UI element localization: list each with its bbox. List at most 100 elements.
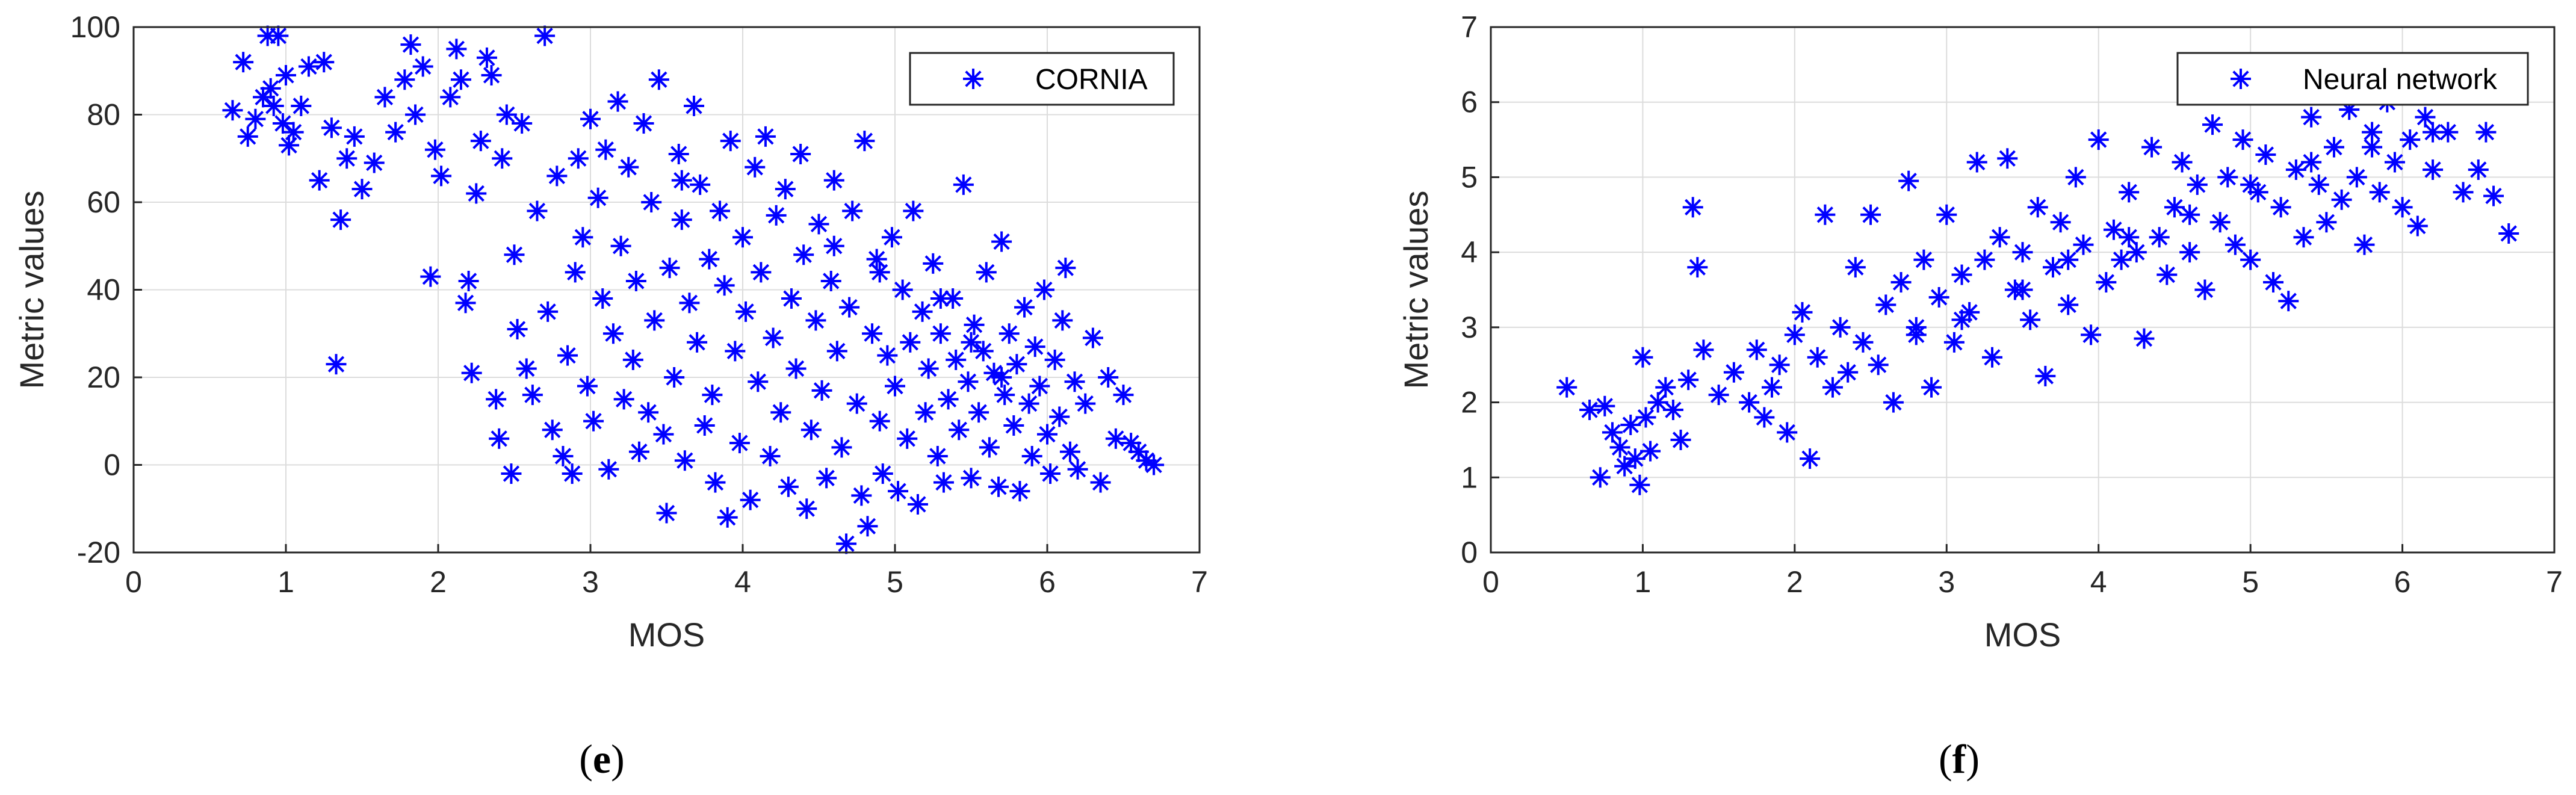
- data-point: [991, 231, 1012, 252]
- data-point: [351, 179, 373, 200]
- data-point: [991, 367, 1012, 388]
- data-point: [1647, 392, 1668, 413]
- data-point: [1875, 294, 1896, 315]
- data-point: [2392, 197, 2413, 218]
- data-point: [641, 192, 662, 212]
- data-point: [2263, 272, 2284, 293]
- data-point: [2308, 174, 2329, 195]
- data-point: [751, 262, 772, 283]
- data-point: [486, 389, 507, 410]
- data-point: [823, 235, 844, 256]
- data-point: [2172, 152, 2193, 173]
- data-point: [2301, 152, 2322, 173]
- legend: Neural network: [2176, 52, 2529, 106]
- data-point: [2103, 219, 2124, 240]
- y-axis-label: Metric values: [13, 191, 51, 389]
- data-point: [309, 170, 330, 191]
- data-point: [1024, 336, 1045, 357]
- data-point: [1602, 422, 1623, 443]
- data-point: [522, 385, 543, 406]
- data-point: [1556, 377, 1577, 398]
- data-point: [1040, 463, 1061, 484]
- data-point: [790, 143, 811, 164]
- data-point: [1594, 395, 1615, 416]
- data-point: [1739, 392, 1760, 413]
- data-point: [400, 34, 421, 55]
- data-point: [638, 402, 659, 423]
- data-point: [684, 95, 705, 116]
- data-point: [892, 279, 913, 300]
- data-point: [2346, 167, 2367, 188]
- data-point: [725, 341, 746, 362]
- y-tick-label: 0: [104, 448, 120, 482]
- data-point: [268, 25, 289, 46]
- data-point: [458, 270, 479, 291]
- x-tick-label: 3: [582, 565, 599, 599]
- data-point: [233, 52, 254, 73]
- data-point: [907, 493, 928, 515]
- data-point: [476, 47, 497, 68]
- y-tick-label: 7: [1461, 10, 1478, 44]
- data-point: [1845, 257, 1866, 278]
- data-point: [1982, 347, 2003, 368]
- data-point: [2278, 291, 2299, 312]
- data-point: [1670, 429, 1691, 450]
- data-point: [2255, 144, 2276, 165]
- data-point: [330, 209, 351, 230]
- y-tick-label: 3: [1461, 311, 1478, 344]
- data-point: [1003, 415, 1024, 436]
- data-point: [2331, 189, 2352, 210]
- data-point: [2483, 185, 2504, 206]
- data-point: [1754, 407, 1775, 428]
- data-point: [2301, 107, 2322, 128]
- data-point: [973, 341, 994, 362]
- data-point: [968, 402, 989, 423]
- data-point: [440, 87, 461, 108]
- data-point: [1609, 437, 1630, 458]
- data-point: [820, 270, 841, 291]
- data-point: [298, 56, 319, 77]
- data-point: [755, 126, 776, 147]
- data-point: [283, 122, 304, 143]
- x-tick-label: 7: [2546, 565, 2563, 599]
- data-point: [671, 170, 692, 191]
- data-point: [836, 533, 857, 554]
- data-point: [1090, 472, 1111, 493]
- data-point: [869, 410, 890, 432]
- data-point: [2141, 137, 2163, 158]
- data-point: [796, 498, 817, 519]
- data-point: [1822, 377, 1843, 398]
- data-point: [1974, 249, 1995, 270]
- y-axis-label: Metric values: [1397, 191, 1435, 389]
- data-point: [276, 65, 296, 86]
- data-point: [897, 428, 918, 449]
- legend-box: [909, 52, 1175, 106]
- data-point: [610, 235, 631, 256]
- data-point: [592, 288, 613, 309]
- data-point: [1761, 377, 1782, 398]
- data-point: [888, 481, 909, 502]
- data-point: [420, 266, 441, 287]
- data-point: [930, 288, 951, 309]
- data-point: [537, 301, 559, 322]
- data-point: [800, 419, 822, 441]
- data-point: [912, 301, 933, 322]
- data-point: [2423, 122, 2444, 143]
- data-point: [1708, 385, 1729, 406]
- data-point: [2134, 328, 2155, 349]
- data-point: [1059, 441, 1080, 462]
- data-point: [1951, 309, 1972, 330]
- y-tick-label: 6: [1461, 85, 1478, 119]
- x-tick-label: 6: [1039, 565, 1056, 599]
- data-point: [690, 174, 711, 195]
- data-point: [2119, 182, 2140, 203]
- data-point: [1860, 204, 1881, 225]
- data-point: [1838, 362, 1859, 383]
- data-point: [687, 332, 708, 353]
- data-point: [394, 69, 415, 90]
- data-point: [999, 323, 1020, 344]
- data-point: [839, 297, 860, 318]
- data-point: [961, 468, 982, 489]
